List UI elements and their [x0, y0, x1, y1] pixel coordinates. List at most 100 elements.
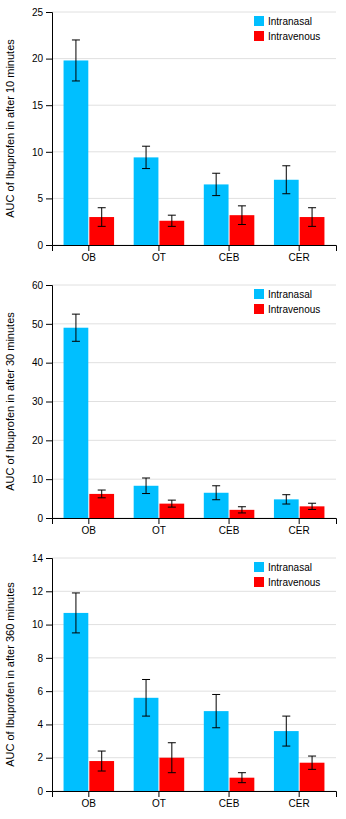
grid-line	[52, 624, 336, 625]
tick-label: 8	[37, 653, 43, 664]
error-bar-cap	[282, 716, 290, 717]
axis-line	[53, 246, 337, 252]
tick-mark	[46, 479, 52, 480]
bar-series	[64, 314, 299, 518]
error-bar-stem	[312, 208, 313, 227]
bar	[134, 157, 159, 245]
legend-item: Intranasal	[254, 16, 312, 27]
tick-mark	[46, 324, 52, 325]
tick-label: CEB	[219, 252, 240, 263]
tick-mark	[46, 558, 52, 559]
error-bar-stem	[241, 507, 242, 513]
tick-mark	[229, 791, 230, 797]
tick: 10	[32, 147, 52, 158]
grid-line	[52, 591, 336, 592]
tick-label: 5	[37, 193, 43, 204]
tick-mark	[46, 758, 52, 759]
error-bar	[98, 751, 106, 771]
tick: CER	[289, 791, 310, 809]
bar	[64, 328, 89, 518]
tick-label: 60	[32, 280, 44, 291]
error-bar-stem	[171, 215, 172, 226]
error-bar	[308, 756, 316, 769]
tick-mark	[46, 791, 52, 792]
axis-line	[46, 286, 53, 519]
error-bar-stem	[171, 743, 172, 773]
error-bar-cap	[282, 193, 290, 194]
tick: 4	[37, 719, 52, 730]
error-bar-cap	[72, 592, 80, 593]
tick-label: 15	[32, 100, 44, 111]
error-bar-cap	[98, 497, 106, 498]
grid-line	[52, 323, 336, 324]
grid-line	[52, 12, 336, 13]
error-bar-stem	[101, 751, 102, 771]
panel: OBOTCEBCER02468101214AUC of Ibuprofen in…	[4, 553, 337, 809]
tick-label: 0	[37, 240, 43, 251]
error-bar	[72, 593, 80, 633]
tick: 14	[32, 553, 52, 564]
error-bar-cap	[238, 205, 246, 206]
tick-label: 10	[32, 147, 44, 158]
error-bar-cap	[308, 207, 316, 208]
legend: Intranasal Intravenous	[254, 289, 320, 315]
grid-line	[52, 724, 336, 725]
tick: 25	[32, 7, 52, 18]
error-bar-stem	[101, 208, 102, 227]
tick-mark	[229, 518, 230, 524]
tick-label: OB	[82, 798, 97, 809]
tick: 15	[32, 100, 52, 111]
tick-mark	[46, 518, 52, 519]
error-bar-cap	[308, 756, 316, 757]
grid-line	[52, 440, 336, 441]
legend-label: Intravenous	[268, 304, 320, 315]
tick-mark	[46, 440, 52, 441]
error-bar-cap	[212, 694, 220, 695]
marks	[64, 40, 325, 245]
figure: OBOTCEBCER0510152025AUC of Ibuprofen in …	[0, 0, 346, 819]
error-bar	[282, 166, 290, 194]
tick: 20	[32, 435, 52, 446]
tick: 20	[32, 53, 52, 64]
legend-item: Intranasal	[254, 289, 312, 300]
bar-series	[64, 40, 299, 245]
panel: OBOTCEBCER0510152025AUC of Ibuprofen in …	[4, 7, 337, 263]
error-bar-cap	[142, 716, 150, 717]
tick: 10	[32, 474, 52, 485]
bar-series	[64, 593, 299, 791]
tick: 50	[32, 319, 52, 330]
legend-label: Intravenous	[268, 577, 320, 588]
tick: OT	[152, 518, 166, 536]
error-bar-cap	[168, 500, 176, 501]
tick: CEB	[219, 791, 240, 809]
tick: OT	[152, 245, 166, 263]
tick: CEB	[219, 518, 240, 536]
grid	[52, 558, 336, 791]
grid-line	[52, 58, 336, 59]
axis-line	[53, 792, 337, 798]
grid-line	[52, 657, 336, 658]
error-bar	[212, 694, 220, 727]
error-bar-stem	[75, 314, 76, 341]
tick-mark	[46, 152, 52, 153]
tick-label: 20	[32, 53, 44, 64]
tick-label: OT	[152, 525, 166, 536]
tick-label: 40	[32, 357, 44, 368]
legend: IntranasalIntravenous	[254, 16, 320, 42]
error-bar-cap	[142, 493, 150, 494]
error-bar-cap	[168, 742, 176, 743]
tick-label: 50	[32, 319, 44, 330]
error-bar-cap	[142, 146, 150, 147]
error-bar-cap	[98, 207, 106, 208]
error-bar-cap	[72, 341, 80, 342]
tick-mark	[229, 245, 230, 251]
marks	[64, 314, 325, 518]
error-bar-cap	[212, 485, 220, 486]
tick: OB	[82, 518, 97, 536]
error-bar-stem	[171, 500, 172, 507]
grid-line	[52, 401, 336, 402]
error-bar-cap	[238, 506, 246, 507]
tick-label: 4	[37, 719, 43, 730]
error-bar-cap	[168, 215, 176, 216]
bar-series	[89, 490, 324, 518]
